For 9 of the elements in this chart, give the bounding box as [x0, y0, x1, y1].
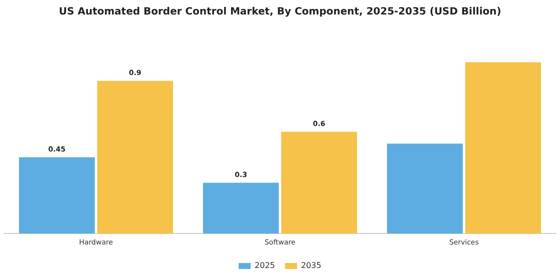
legend-label: 2025: [254, 261, 275, 270]
legend-label: 2035: [301, 261, 322, 270]
bar: [202, 182, 279, 234]
bar: [465, 62, 542, 234]
bar: [281, 132, 358, 234]
chart-title: US Automated Border Control Market, By Component, 2025-2035 (USD Billion): [58, 6, 502, 18]
bar: [18, 157, 95, 234]
bar: [97, 80, 174, 234]
bar: [386, 144, 463, 234]
